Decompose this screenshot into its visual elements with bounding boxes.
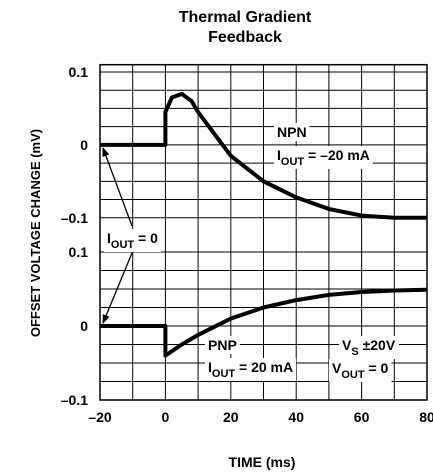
annotation-text: = –20 mA — [304, 147, 370, 163]
annotation-text: V — [332, 360, 342, 376]
annotation: IOUT = –20 mA — [277, 147, 370, 168]
annotation-subscript: OUT — [212, 368, 236, 380]
y-tick-label: –0.1 — [61, 392, 88, 408]
y-axis-label: OFFSET VOLTAGE CHANGE (mV) — [28, 129, 43, 337]
x-tick-label: 60 — [354, 409, 370, 425]
chart-title: Thermal Gradient — [179, 9, 312, 26]
chart-title: Feedback — [208, 29, 282, 46]
label-background — [274, 123, 310, 141]
annotation-text: I — [208, 359, 212, 375]
label-background — [205, 358, 297, 381]
y-tick-label: 0.1 — [69, 244, 89, 260]
annotation-text: V — [342, 337, 352, 353]
annotation-subscript: OUT — [281, 156, 305, 168]
line — [100, 287, 428, 358]
label-background — [104, 229, 162, 252]
annotation-text: = 20 mA — [235, 359, 293, 375]
annotation-subscript: S — [351, 346, 358, 358]
annotation-text: = 0 — [365, 360, 389, 376]
annotation: IOUT = 0 — [107, 230, 158, 251]
x-tick-label: 20 — [223, 409, 239, 425]
label-background — [329, 359, 392, 382]
annotation: IOUT = 20 mA — [208, 359, 293, 380]
x-tick-label: 40 — [288, 409, 304, 425]
annotation: VS ±20V — [342, 337, 396, 358]
label-background — [339, 336, 399, 359]
series-label: NPN — [277, 124, 307, 140]
line — [100, 91, 427, 220]
x-tick-label: 80 — [419, 409, 433, 425]
x-tick-label: 0 — [162, 409, 170, 425]
annotation-text: ±20V — [359, 337, 396, 353]
plot-frame — [99, 63, 428, 401]
annotation: VOUT = 0 — [332, 360, 389, 381]
arrow — [102, 252, 133, 324]
arrow — [102, 147, 133, 227]
annotation-subscript: OUT — [111, 239, 135, 251]
annotation-text: I — [277, 147, 281, 163]
y-tick-label: –0.1 — [61, 210, 88, 226]
label-background — [274, 146, 373, 169]
label-background — [205, 336, 240, 354]
x-tick-label: –20 — [88, 409, 112, 425]
annotation-text: I — [107, 230, 111, 246]
y-tick-label: 0 — [80, 318, 88, 334]
annotation-text: = 0 — [134, 230, 158, 246]
y-tick-label: 0 — [80, 137, 88, 153]
x-axis-label: TIME (ms) — [229, 454, 296, 470]
y-tick-label: 0.1 — [69, 64, 89, 80]
series-label: PNP — [208, 337, 237, 353]
annotation-subscript: OUT — [341, 369, 365, 381]
